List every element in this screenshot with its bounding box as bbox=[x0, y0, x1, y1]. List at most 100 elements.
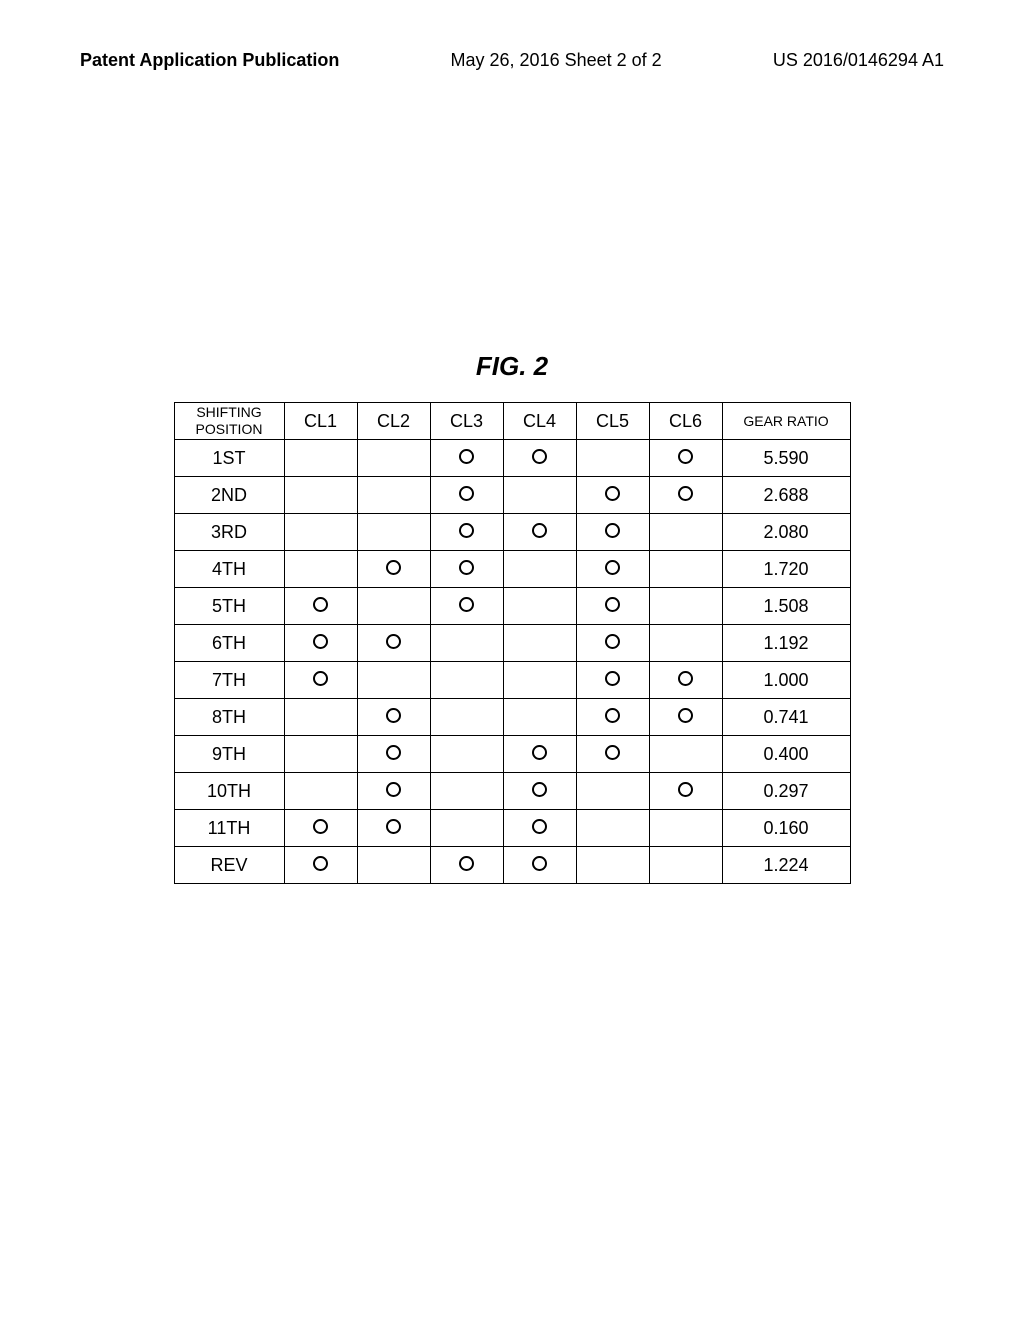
engaged-icon bbox=[605, 708, 620, 723]
col-header-cl4: CL4 bbox=[503, 403, 576, 440]
engaged-icon bbox=[605, 486, 620, 501]
table-row: 8TH0.741 bbox=[174, 699, 850, 736]
cell-shifting-position: 9TH bbox=[174, 736, 284, 773]
engaged-icon bbox=[678, 782, 693, 797]
cell-cl3 bbox=[430, 625, 503, 662]
table-row: 6TH1.192 bbox=[174, 625, 850, 662]
table-row: REV1.224 bbox=[174, 847, 850, 884]
cell-cl1 bbox=[284, 736, 357, 773]
engaged-icon bbox=[532, 782, 547, 797]
cell-cl6 bbox=[649, 588, 722, 625]
cell-cl6 bbox=[649, 514, 722, 551]
figure-title: FIG. 2 bbox=[0, 351, 1024, 382]
table-row: 5TH 1.508 bbox=[174, 588, 850, 625]
cell-cl4 bbox=[503, 736, 576, 773]
cell-cl1 bbox=[284, 847, 357, 884]
cell-cl3 bbox=[430, 514, 503, 551]
engaged-icon bbox=[605, 597, 620, 612]
cell-cl4 bbox=[503, 551, 576, 588]
cell-cl1 bbox=[284, 810, 357, 847]
cell-cl6 bbox=[649, 810, 722, 847]
cell-cl3 bbox=[430, 477, 503, 514]
col-header-shifting-position: SHIFTINGPOSITION bbox=[174, 403, 284, 440]
engaged-icon bbox=[605, 523, 620, 538]
cell-cl1 bbox=[284, 477, 357, 514]
cell-cl6 bbox=[649, 699, 722, 736]
table-row: 9TH 0.400 bbox=[174, 736, 850, 773]
cell-cl3 bbox=[430, 773, 503, 810]
cell-shifting-position: 7TH bbox=[174, 662, 284, 699]
engaged-icon bbox=[459, 449, 474, 464]
engaged-icon bbox=[532, 449, 547, 464]
cell-cl5 bbox=[576, 625, 649, 662]
cell-gear-ratio: 0.297 bbox=[722, 773, 850, 810]
cell-cl5 bbox=[576, 699, 649, 736]
cell-gear-ratio: 5.590 bbox=[722, 440, 850, 477]
cell-gear-ratio: 0.400 bbox=[722, 736, 850, 773]
engaged-icon bbox=[313, 597, 328, 612]
cell-cl1 bbox=[284, 514, 357, 551]
cell-cl3 bbox=[430, 440, 503, 477]
cell-cl4 bbox=[503, 662, 576, 699]
cell-cl2 bbox=[357, 477, 430, 514]
cell-cl3 bbox=[430, 810, 503, 847]
cell-gear-ratio: 0.741 bbox=[722, 699, 850, 736]
header-patent-number: US 2016/0146294 A1 bbox=[773, 50, 944, 71]
cell-shifting-position: 3RD bbox=[174, 514, 284, 551]
col-header-cl6: CL6 bbox=[649, 403, 722, 440]
cell-cl1 bbox=[284, 440, 357, 477]
engaged-icon bbox=[678, 708, 693, 723]
col-header-gear-ratio: GEAR RATIO bbox=[722, 403, 850, 440]
engaged-icon bbox=[386, 819, 401, 834]
cell-gear-ratio: 2.080 bbox=[722, 514, 850, 551]
cell-cl3 bbox=[430, 588, 503, 625]
engaged-icon bbox=[459, 560, 474, 575]
cell-shifting-position: 4TH bbox=[174, 551, 284, 588]
cell-cl5 bbox=[576, 662, 649, 699]
cell-gear-ratio: 2.688 bbox=[722, 477, 850, 514]
cell-cl6 bbox=[649, 625, 722, 662]
cell-gear-ratio: 1.720 bbox=[722, 551, 850, 588]
cell-cl5 bbox=[576, 773, 649, 810]
cell-cl3 bbox=[430, 551, 503, 588]
cell-cl5 bbox=[576, 847, 649, 884]
table-row: 11TH0.160 bbox=[174, 810, 850, 847]
engaged-icon bbox=[386, 560, 401, 575]
cell-cl4 bbox=[503, 588, 576, 625]
col-header-cl1: CL1 bbox=[284, 403, 357, 440]
engaged-icon bbox=[386, 745, 401, 760]
engaged-icon bbox=[386, 782, 401, 797]
engaged-icon bbox=[313, 634, 328, 649]
cell-cl5 bbox=[576, 736, 649, 773]
cell-cl2 bbox=[357, 514, 430, 551]
cell-cl4 bbox=[503, 699, 576, 736]
engaged-icon bbox=[313, 671, 328, 686]
engaged-icon bbox=[678, 449, 693, 464]
cell-cl2 bbox=[357, 810, 430, 847]
cell-cl4 bbox=[503, 477, 576, 514]
cell-cl4 bbox=[503, 440, 576, 477]
cell-cl1 bbox=[284, 662, 357, 699]
engaged-icon bbox=[605, 560, 620, 575]
cell-cl1 bbox=[284, 625, 357, 662]
header-publication: Patent Application Publication bbox=[80, 50, 339, 71]
cell-shifting-position: 5TH bbox=[174, 588, 284, 625]
cell-cl2 bbox=[357, 773, 430, 810]
header-date-sheet: May 26, 2016 Sheet 2 of 2 bbox=[451, 50, 662, 71]
cell-cl2 bbox=[357, 588, 430, 625]
table-row: 7TH1.000 bbox=[174, 662, 850, 699]
cell-gear-ratio: 1.508 bbox=[722, 588, 850, 625]
cell-cl2 bbox=[357, 736, 430, 773]
engaged-icon bbox=[459, 856, 474, 871]
engaged-icon bbox=[386, 708, 401, 723]
table-body: 1ST5.5902ND2.6883RD2.0804TH1.7205TH1.508… bbox=[174, 440, 850, 884]
cell-cl4 bbox=[503, 773, 576, 810]
cell-cl4 bbox=[503, 810, 576, 847]
gear-table-wrap: SHIFTINGPOSITION CL1 CL2 CL3 CL4 CL5 CL6… bbox=[0, 402, 1024, 884]
table-row: 10TH0.297 bbox=[174, 773, 850, 810]
cell-shifting-position: 1ST bbox=[174, 440, 284, 477]
gear-table: SHIFTINGPOSITION CL1 CL2 CL3 CL4 CL5 CL6… bbox=[174, 402, 851, 884]
cell-cl2 bbox=[357, 440, 430, 477]
cell-cl5 bbox=[576, 588, 649, 625]
table-row: 4TH 1.720 bbox=[174, 551, 850, 588]
